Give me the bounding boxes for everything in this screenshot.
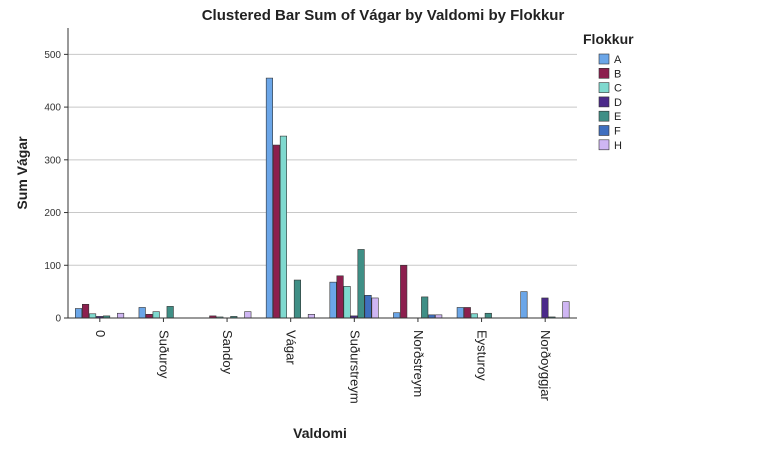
legend-title: Flokkur [583,31,634,47]
bar-A-4 [329,281,337,319]
bar-B-6 [463,307,471,319]
bar-B-1 [145,314,153,319]
axes [67,28,577,319]
y-tick-label: 500 [44,50,61,61]
bar-A-6 [456,307,464,319]
legend-label-E: E [614,111,621,123]
bar-E-3 [293,279,301,319]
legend-label-F: F [614,126,621,138]
bar-A-7 [520,291,528,319]
bar-E-6 [484,312,492,319]
gridlines [68,53,577,266]
legend-label-H: H [614,140,622,152]
legend-swatch-F [598,125,610,136]
y-tick-labels: 0 100 200 300 400 500 [44,50,68,325]
x-category-label: Norðstreym [411,330,426,397]
legend-swatch-D [598,96,610,108]
bar-A-0 [75,308,83,319]
x-category-label: Suðuroy [156,330,171,379]
chart-title: Clustered Bar Sum of Vágar by Valdomi by… [202,7,565,24]
bar-H-4 [371,297,379,319]
y-tick-label: 0 [55,314,61,325]
bar-H-7 [562,301,570,319]
legend-label-B: B [614,68,621,80]
y-tick-label: 400 [44,103,61,114]
legend-swatch-A [598,53,610,65]
legend-label-C: C [614,83,622,95]
x-category-label: Sandoy [220,330,235,375]
bar-C-6 [470,313,478,319]
x-category-label: Suðurstreym [347,330,362,404]
x-category-label: 0 [93,330,108,337]
bar-C-0 [89,313,97,319]
x-category-label: Eysturoy [475,330,490,381]
bars [75,77,570,319]
y-axis-title: Sum Vágar [14,136,30,210]
x-axis-title: Valdomi [293,425,347,441]
bar-H-3 [307,314,315,319]
y-tick-label: 200 [44,208,61,219]
bar-C-1 [152,311,160,319]
bar-D-7 [541,297,549,319]
legend-swatch-E [598,110,610,122]
x-category-label: Norðoyggjar [538,330,553,401]
bar-A-3 [265,77,273,319]
legend-swatch-B [598,68,610,79]
bar-B-0 [82,303,90,319]
legend-swatch-C [598,82,610,93]
legend-swatch-H [598,139,610,151]
bar-H-2 [244,311,252,319]
bar-B-4 [336,275,344,319]
bar-H-0 [117,312,125,319]
bar-B-5 [400,264,408,319]
bar-C-3 [279,135,287,319]
bar-E-4 [357,249,365,319]
bar-F-4 [364,295,372,319]
y-tick-label: 100 [44,261,61,272]
legend-label-A: A [614,54,622,66]
bar-C-4 [343,286,351,319]
bar-E-1 [166,306,174,319]
bar-A-1 [138,307,146,319]
bar-E-5 [421,296,429,319]
x-category-label: Vágar [284,330,299,365]
legend-label-D: D [614,97,622,109]
bar-B-3 [272,144,280,319]
y-tick-label: 300 [44,155,61,166]
x-category-labels: 0 Suðuroy Sandoy Vágar Suðurstreym Norðstreym… [93,318,553,404]
bar-A-5 [393,312,401,319]
